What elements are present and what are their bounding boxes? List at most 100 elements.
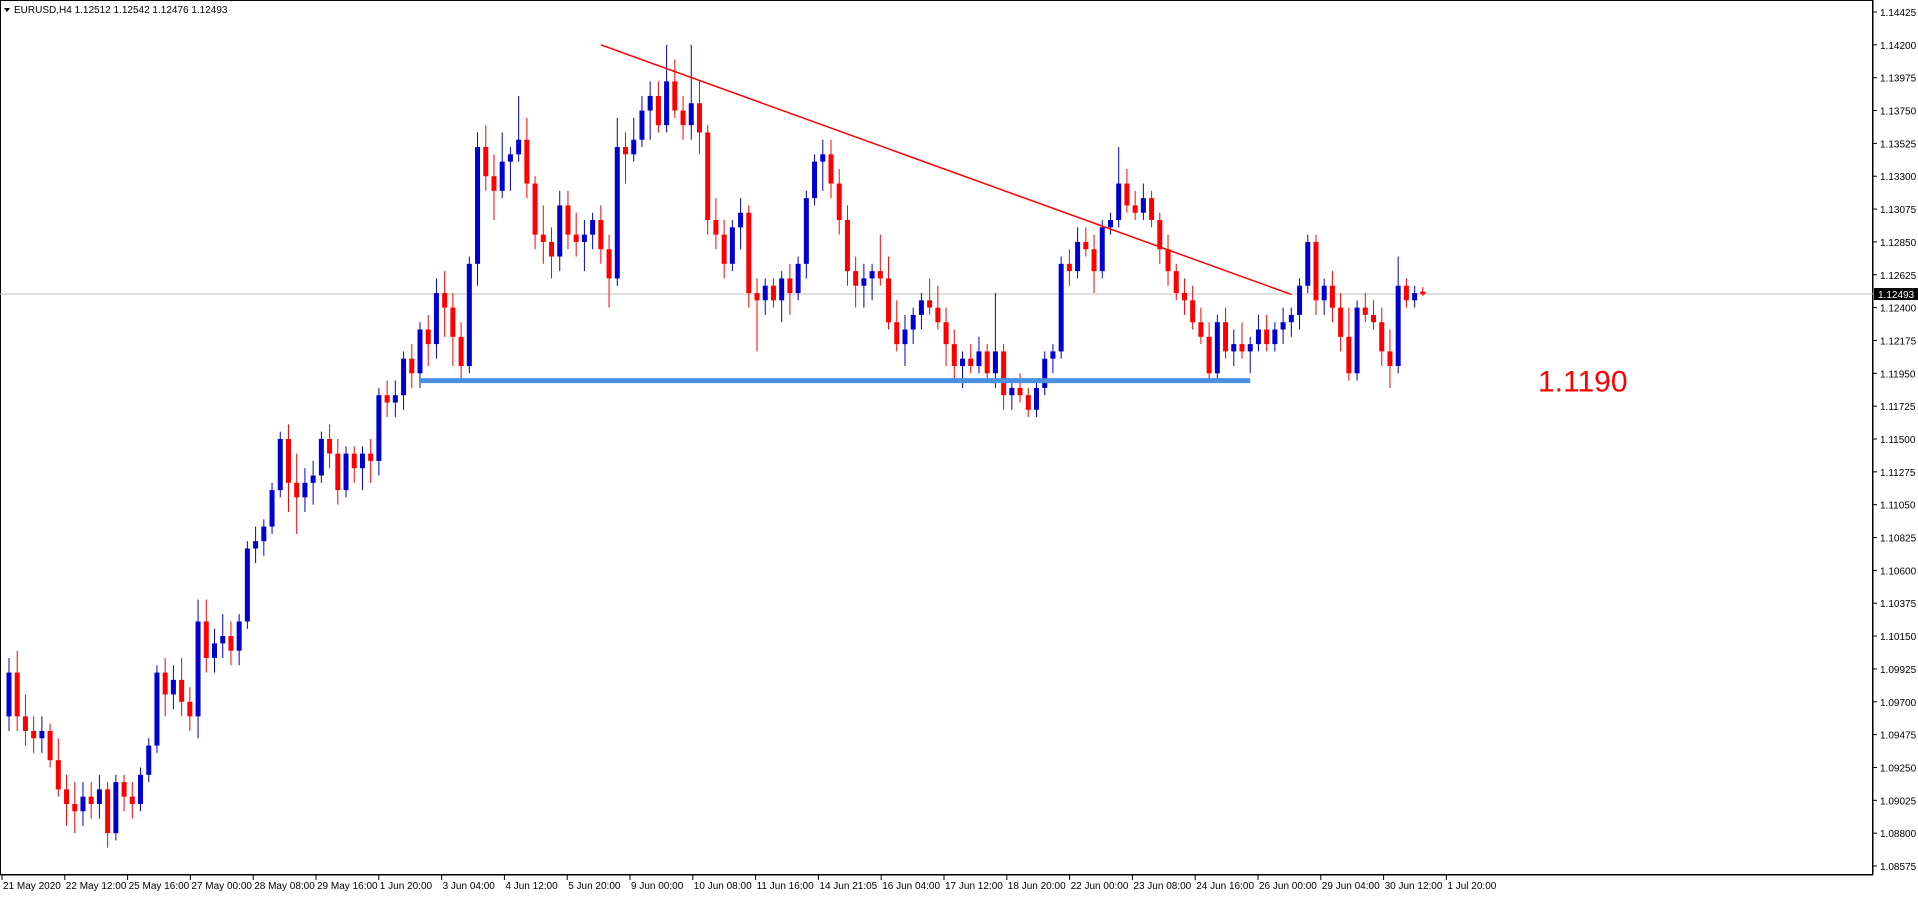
price-tick: 1.09925 <box>1873 665 1917 676</box>
candle <box>1255 314 1261 352</box>
candle <box>1181 278 1187 315</box>
candle <box>154 665 160 753</box>
candle-body <box>129 796 135 804</box>
candle <box>1338 293 1344 352</box>
candle-body <box>1075 241 1081 272</box>
candle <box>195 599 201 739</box>
price-tick: 1.13750 <box>1873 107 1917 118</box>
candle <box>1198 307 1204 345</box>
price-tick-label: 1.09025 <box>1880 796 1917 807</box>
candle <box>647 81 653 140</box>
candle-body <box>1379 322 1385 352</box>
candle <box>343 446 349 498</box>
price-tick-label: 1.14200 <box>1880 41 1917 52</box>
time-tick: 26 Jun 00:00 <box>1257 875 1317 892</box>
time-tick: 5 Jun 20:00 <box>566 875 621 892</box>
candle <box>1025 387 1031 418</box>
candle <box>655 81 661 133</box>
price-tick: 1.11950 <box>1873 369 1916 380</box>
time-tick: 30 Jun 12:00 <box>1383 875 1443 892</box>
candle-body <box>1165 249 1171 272</box>
price-tick-label: 1.12175 <box>1880 336 1917 347</box>
time-tick-label: 27 May 00:00 <box>191 881 252 892</box>
candle <box>1272 322 1278 352</box>
candle <box>1371 300 1377 330</box>
descending-trendline[interactable] <box>600 44 1292 296</box>
candle <box>935 285 941 330</box>
candle-body <box>1157 220 1163 250</box>
candle-body <box>861 278 867 286</box>
candle-body <box>984 351 990 374</box>
candle-body <box>1001 351 1007 396</box>
candle <box>1116 147 1122 228</box>
candle-body <box>55 760 61 790</box>
time-tick-label: 29 May 16:00 <box>317 881 378 892</box>
candle <box>129 782 135 819</box>
price-tick-label: 1.11500 <box>1880 435 1916 446</box>
candle <box>212 628 217 673</box>
candle-body <box>573 234 579 242</box>
triangle-down-icon[interactable] <box>4 8 10 12</box>
price-tick-label: 1.10150 <box>1880 632 1917 643</box>
candle-body <box>738 212 744 228</box>
candle-body <box>1338 307 1344 337</box>
candle <box>664 44 670 133</box>
candle-body <box>253 541 259 549</box>
candle <box>623 132 628 184</box>
candle-body <box>1313 241 1319 301</box>
candle-body <box>1042 358 1048 388</box>
candle-body <box>1132 205 1138 213</box>
candle-body <box>853 271 859 286</box>
candle <box>253 526 259 564</box>
candle <box>910 307 916 345</box>
candle <box>376 387 382 476</box>
candle <box>779 271 785 323</box>
candle <box>31 716 37 753</box>
price-tick-label: 1.11725 <box>1880 402 1916 413</box>
candle-body <box>590 220 596 235</box>
candle-body <box>1025 395 1031 410</box>
candle <box>244 541 250 629</box>
candle <box>499 132 505 199</box>
candle-body <box>877 271 883 279</box>
candle-body <box>96 789 102 804</box>
candle-body <box>631 139 637 155</box>
candle <box>1017 373 1023 403</box>
candle-body <box>820 154 826 162</box>
candle-body <box>409 358 415 374</box>
price-tick-label: 1.10825 <box>1880 534 1917 545</box>
candle-body <box>121 782 127 797</box>
candle <box>1379 307 1385 367</box>
price-tick: 1.08575 <box>1873 862 1917 873</box>
candle-body <box>1107 220 1113 228</box>
candle <box>359 446 365 491</box>
price-tick-label: 1.14425 <box>1880 8 1917 19</box>
candle <box>442 271 448 337</box>
candle-body <box>836 183 842 221</box>
candle <box>64 774 70 826</box>
time-tick-label: 10 Jun 08:00 <box>694 881 752 892</box>
candle <box>1346 307 1352 381</box>
candle <box>327 424 333 469</box>
candle-body <box>902 329 908 345</box>
price-tick: 1.13075 <box>1873 205 1917 216</box>
candle-body <box>606 249 612 279</box>
candle <box>1157 212 1163 264</box>
candle <box>368 439 374 483</box>
candle <box>1264 314 1270 352</box>
candle <box>384 380 390 418</box>
candle <box>696 81 702 155</box>
price-tick-label: 1.13975 <box>1880 74 1917 85</box>
price-tick-label: 1.09250 <box>1880 763 1917 774</box>
price-tick-label: 1.08575 <box>1880 862 1917 873</box>
candle-body <box>261 526 267 542</box>
candle-body <box>285 439 291 483</box>
candle <box>491 154 497 221</box>
candle-body <box>1420 291 1426 295</box>
candle <box>318 431 324 483</box>
candle-body <box>869 271 875 279</box>
candle <box>524 117 530 199</box>
candle <box>549 227 555 279</box>
